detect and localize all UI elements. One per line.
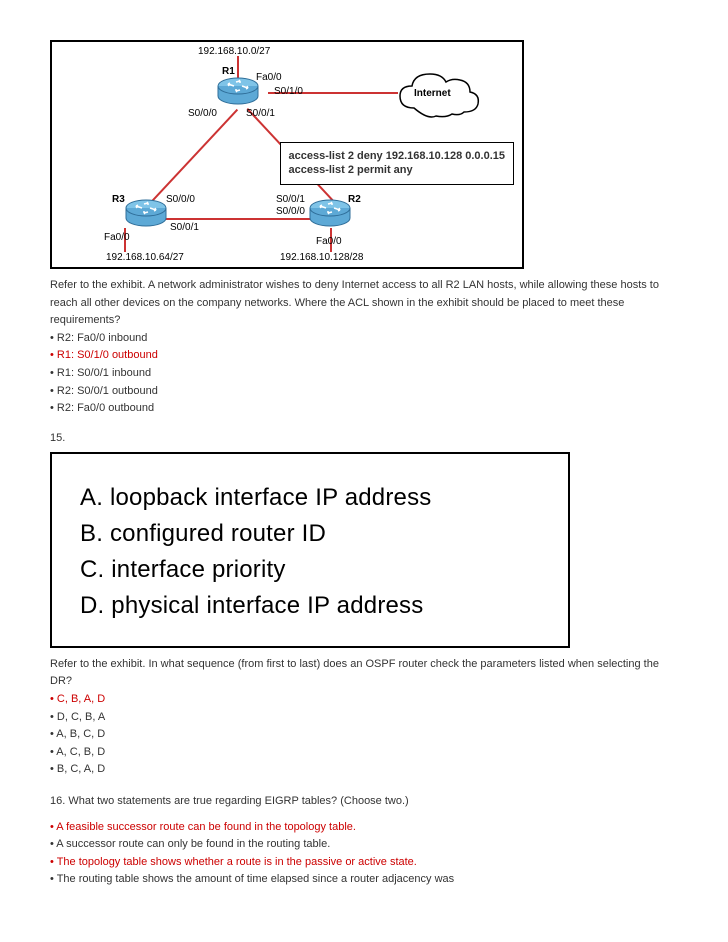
if-r3-s000: S0/0/0: [166, 194, 195, 205]
if-r2-fa00: Fa0/0: [316, 236, 342, 247]
router-r1-label: R1: [222, 66, 235, 77]
subnet-top-label: 192.168.10.0/27: [198, 46, 270, 57]
q14-a1: • R2: Fa0/0 inbound: [50, 330, 678, 348]
q16-answers: • A feasible successor route can be foun…: [50, 819, 678, 889]
if-r2-s000: S0/0/0: [276, 206, 305, 217]
if-r1-s001: S0/0/1: [246, 108, 275, 119]
q14-a2: • R1: S0/1/0 outbound: [50, 347, 678, 365]
q15-number: 15.: [50, 432, 678, 444]
q15-a1: • C, B, A, D: [50, 691, 678, 709]
q15-a2: • D, C, B, A: [50, 709, 678, 727]
q16-a4: • The routing table shows the amount of …: [50, 871, 678, 889]
if-r3-s001: S0/0/1: [170, 222, 199, 233]
router-r3-label: R3: [112, 194, 125, 205]
ospf-options-exhibit: A. loopback interface IP address B. conf…: [50, 452, 570, 648]
link-r3-r2: [158, 218, 318, 220]
q15-optA: A. loopback interface IP address: [80, 484, 550, 512]
q15-answers: • C, B, A, D • D, C, B, A • A, B, C, D •…: [50, 691, 678, 779]
router-r3-icon: [124, 198, 168, 228]
link-r1-r3: [148, 109, 238, 205]
if-r1-s000: S0/0/0: [188, 108, 217, 119]
q15-a4: • A, C, B, D: [50, 744, 678, 762]
if-r1-fa00: Fa0/0: [256, 72, 282, 83]
subnet-right-label: 192.168.10.128/28: [280, 252, 363, 263]
acl-line1: access-list 2 deny 192.168.10.128 0.0.0.…: [289, 149, 506, 163]
router-r2-label: R2: [348, 194, 361, 205]
subnet-left-label: 192.168.10.64/27: [106, 252, 184, 263]
q14-a5: • R2: Fa0/0 outbound: [50, 400, 678, 418]
q14-a4: • R2: S0/0/1 outbound: [50, 383, 678, 401]
q16-a2: • A successor route can only be found in…: [50, 836, 678, 854]
q15-a5: • B, C, A, D: [50, 761, 678, 779]
q14-a3: • R1: S0/0/1 inbound: [50, 365, 678, 383]
acl-box: access-list 2 deny 192.168.10.128 0.0.0.…: [280, 142, 515, 185]
acl-line2: access-list 2 permit any: [289, 163, 506, 177]
router-r2-icon: [308, 198, 352, 228]
if-r2-s001: S0/0/1: [276, 194, 305, 205]
q16-a3: • The topology table shows whether a rou…: [50, 854, 678, 872]
q14-answers: • R2: Fa0/0 inbound • R1: S0/1/0 outboun…: [50, 330, 678, 418]
q15-text: Refer to the exhibit. In what sequence (…: [50, 656, 678, 691]
q15-optB: B. configured router ID: [80, 520, 550, 548]
q15-a3: • A, B, C, D: [50, 726, 678, 744]
q16-a1: • A feasible successor route can be foun…: [50, 819, 678, 837]
internet-label: Internet: [414, 88, 451, 99]
if-r1-s010: S0/1/0: [274, 86, 303, 97]
q14-text: Refer to the exhibit. A network administ…: [50, 277, 678, 330]
router-r1-icon: [216, 76, 260, 106]
link-top: [237, 56, 239, 78]
if-r3-fa00: Fa0/0: [104, 232, 130, 243]
q15-optC: C. interface priority: [80, 556, 550, 584]
network-diagram-exhibit: 192.168.10.0/27 192.168.10.64/27 192.168…: [50, 40, 524, 269]
q16-text: 16. What two statements are true regardi…: [50, 793, 678, 811]
q15-optD: D. physical interface IP address: [80, 592, 550, 620]
